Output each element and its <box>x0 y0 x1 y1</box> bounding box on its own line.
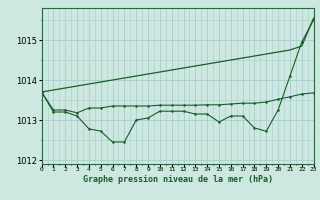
X-axis label: Graphe pression niveau de la mer (hPa): Graphe pression niveau de la mer (hPa) <box>83 175 273 184</box>
